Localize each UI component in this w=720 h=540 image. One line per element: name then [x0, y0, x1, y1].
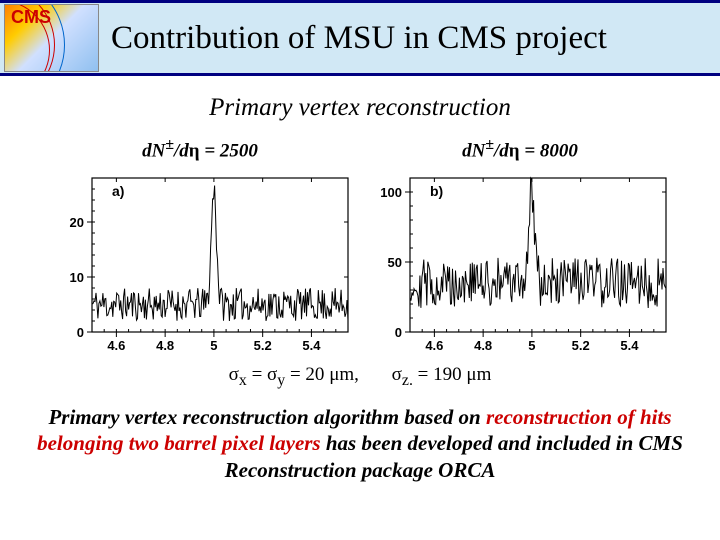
svg-text:5.4: 5.4 — [620, 338, 639, 353]
cms-logo-label: CMS — [11, 7, 51, 28]
svg-text:50: 50 — [388, 255, 402, 270]
svg-text:5.4: 5.4 — [302, 338, 321, 353]
svg-text:0: 0 — [77, 325, 84, 340]
title-bar: CMS Contribution of MSU in CMS project — [0, 0, 720, 76]
svg-text:4.6: 4.6 — [107, 338, 125, 353]
svg-text:4.6: 4.6 — [425, 338, 443, 353]
footer-text-1: Primary vertex reconstruction algorithm … — [48, 405, 486, 429]
svg-text:0: 0 — [395, 325, 402, 340]
footer-text: Primary vertex reconstruction algorithm … — [0, 404, 720, 483]
charts-row: 0 10 20 4.6 4.8 5 5.2 5.4 a) 0 50 100 4.6 4.8 5 5.2 5.4… — [0, 168, 720, 358]
equation-left: dN±/dη = 2500 — [142, 136, 258, 162]
equation-right: dN±/dη = 8000 — [462, 136, 578, 162]
svg-text:5: 5 — [528, 338, 535, 353]
svg-text:100: 100 — [380, 185, 402, 200]
svg-text:20: 20 — [70, 215, 84, 230]
svg-text:5: 5 — [210, 338, 217, 353]
svg-text:b): b) — [430, 183, 443, 199]
cms-logo: CMS — [4, 4, 99, 72]
subtitle-row: Primary vertex reconstruction — [0, 94, 720, 122]
svg-text:a): a) — [112, 183, 124, 199]
svg-text:4.8: 4.8 — [156, 338, 174, 353]
svg-text:10: 10 — [70, 270, 84, 285]
svg-text:4.8: 4.8 — [474, 338, 492, 353]
chart-a: 0 10 20 4.6 4.8 5 5.2 5.4 a) — [46, 168, 356, 358]
chart-b: 0 50 100 4.6 4.8 5 5.2 5.4 b) — [364, 168, 674, 358]
page-title: Contribution of MSU in CMS project — [111, 20, 607, 57]
equation-row: dN±/dη = 2500 dN±/dη = 8000 — [0, 136, 720, 162]
sigma-row: σx = σy = 20 μm, σz. = 190 μm — [0, 364, 720, 390]
sigma-xy: σx = σy = 20 μm, — [229, 364, 359, 390]
subtitle: Primary vertex reconstruction — [209, 94, 511, 121]
svg-text:5.2: 5.2 — [254, 338, 272, 353]
svg-text:5.2: 5.2 — [572, 338, 590, 353]
sigma-z: σz. = 190 μm — [392, 364, 492, 390]
